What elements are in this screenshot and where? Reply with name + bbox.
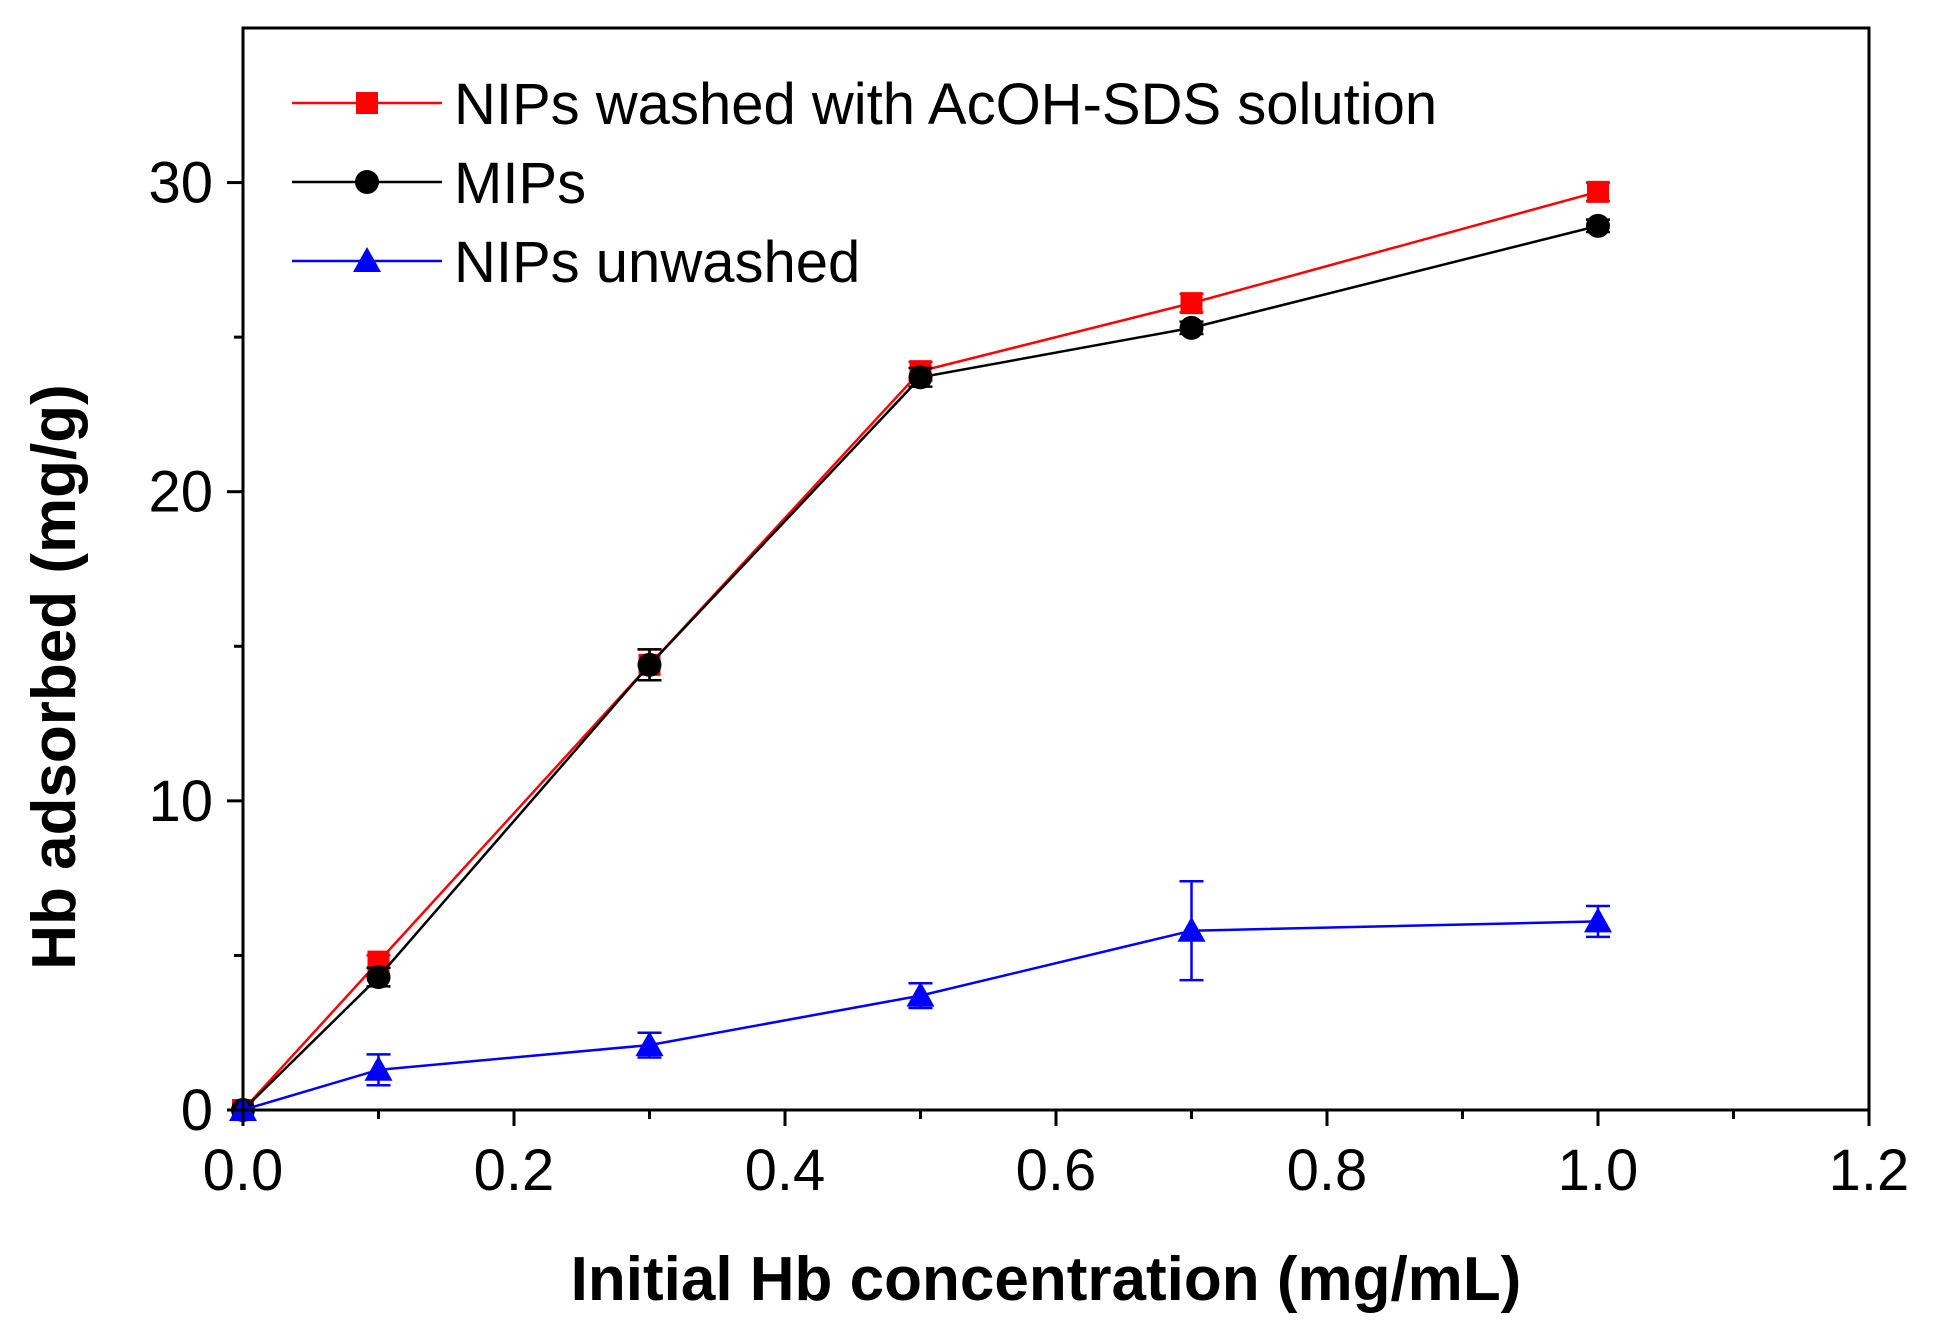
x-tick-label: 1.0	[1558, 1138, 1639, 1203]
series-line	[242, 224, 1599, 1111]
data-point	[906, 981, 935, 1007]
data-point	[1179, 315, 1204, 340]
y-tick-label: 20	[148, 460, 213, 525]
legend-entry: MIPs	[292, 151, 586, 216]
data-point	[1177, 916, 1206, 942]
legend: NIPs washed with AcOH-SDS solution MIPs NI…	[292, 72, 1437, 295]
x-tick-label: 0.4	[745, 1138, 826, 1203]
data-point	[637, 652, 662, 677]
data-point	[366, 965, 391, 990]
series-square	[232, 180, 1610, 1121]
plot-area	[229, 180, 1612, 1122]
x-axis-title: Initial Hb concentration (mg/mL)	[571, 1245, 1522, 1314]
data-point	[908, 365, 933, 390]
legend-entry: NIPs unwashed	[292, 230, 860, 295]
series-line	[242, 920, 1599, 1112]
legend-marker	[355, 170, 379, 194]
x-tick-label: 0.8	[1287, 1138, 1368, 1203]
legend-marker	[353, 247, 381, 272]
y-tick-label: 30	[148, 151, 213, 216]
x-tick-label: 0.6	[1016, 1138, 1097, 1203]
data-point	[1584, 907, 1612, 933]
legend-marker	[356, 92, 378, 114]
x-tick-label: 0.2	[474, 1138, 555, 1203]
legend-label: NIPs washed with AcOH-SDS solution	[454, 72, 1437, 137]
y-tick-label: 0	[181, 1078, 213, 1143]
y-axis-title: Hb adsorbed (mg/g)	[20, 384, 89, 970]
y-tick-label: 10	[148, 769, 213, 834]
legend-entry: NIPs washed with AcOH-SDS solution	[292, 72, 1437, 137]
x-tick-label: 0.0	[203, 1138, 284, 1203]
axes: 0.0 0.2 0.4 0.6 0.8 1.0 1.2 0 10 20 30	[148, 26, 1910, 1203]
x-tick-label: 1.2	[1829, 1138, 1910, 1203]
data-point	[1586, 213, 1610, 238]
data-point	[1587, 180, 1609, 203]
data-point	[364, 1055, 393, 1081]
series-triangle	[229, 879, 1612, 1121]
data-point	[635, 1031, 664, 1057]
legend-label: MIPs	[454, 151, 586, 216]
data-point	[1180, 292, 1203, 315]
legend-label: NIPs unwashed	[454, 230, 860, 295]
series-line	[242, 190, 1599, 1111]
